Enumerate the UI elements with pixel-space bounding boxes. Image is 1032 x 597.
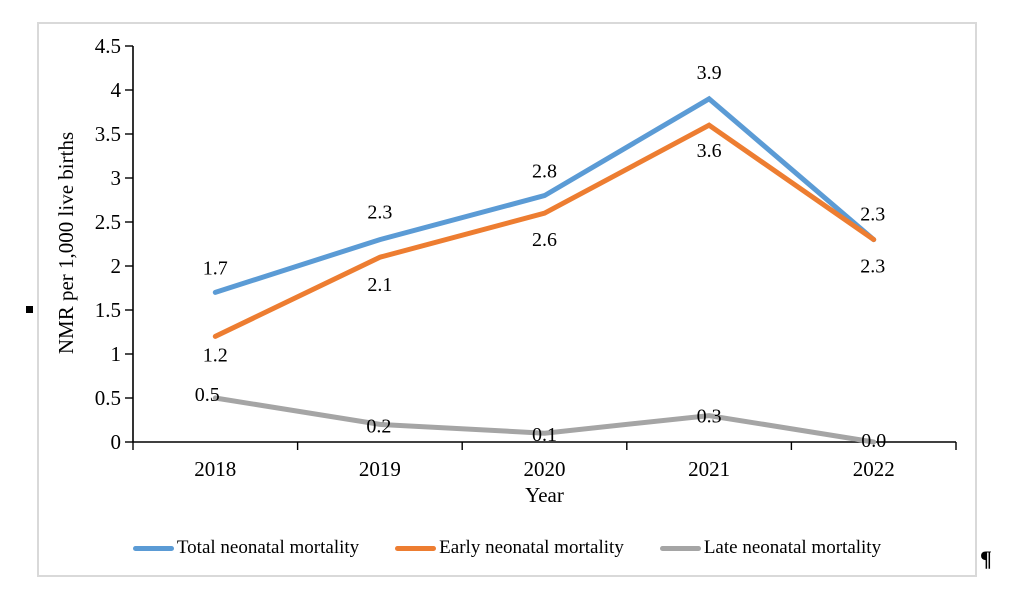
x-axis-category-label: 2021 — [688, 457, 730, 481]
data-label: 2.8 — [532, 161, 557, 183]
legend-item: Total neonatal mortality — [132, 537, 360, 559]
data-label: 2.1 — [367, 274, 392, 296]
data-label: 3.6 — [697, 140, 722, 162]
line-chart: 0 0.5 1 1.5 2 2.5 3 3.5 4 4.5 2018 2019 2020 2021 2022… — [54, 34, 957, 507]
legend-label: Early neonatal mortality — [439, 537, 624, 558]
object-anchor-icon — [26, 306, 33, 313]
data-label: 1.2 — [203, 344, 228, 366]
legend-label: Total neonatal mortality — [176, 537, 360, 558]
data-label: 0.1 — [532, 424, 557, 446]
legend-line-swatch — [395, 545, 437, 551]
legend-item: Early neonatal mortality — [395, 537, 624, 559]
data-label: 0.2 — [366, 415, 391, 437]
y-axis-tick-label: 4.5 — [95, 34, 121, 58]
legend-line-swatch — [132, 545, 174, 551]
chart-object[interactable]: 0 0.5 1 1.5 2 2.5 3 3.5 4 4.5 2018 2019 2020 2021 2022… — [37, 22, 977, 577]
y-axis-tick-label: 3.5 — [95, 122, 121, 146]
legend-line-swatch — [659, 545, 701, 551]
x-axis-category-label: 2020 — [524, 457, 566, 481]
paragraph-mark: ¶ — [980, 546, 992, 571]
y-axis-title: NMR per 1,000 live births — [54, 132, 78, 354]
y-axis-tick-label: 1 — [111, 342, 122, 366]
y-axis-tick-label: 2.5 — [95, 210, 121, 234]
y-axis-tick-label: 0.5 — [95, 386, 121, 410]
x-axis-category-label: 2022 — [853, 457, 895, 481]
data-label: 0.3 — [697, 406, 722, 428]
series-line — [212, 95, 877, 295]
x-axis-category-label: 2019 — [359, 457, 401, 481]
x-axis-category-label: 2018 — [194, 457, 236, 481]
y-axis-tick-label: 3 — [111, 166, 122, 190]
legend-item: Late neonatal mortality — [659, 537, 882, 559]
data-label: 2.3 — [367, 202, 392, 224]
legend-label: Late neonatal mortality — [703, 537, 882, 558]
y-axis-tick-label: 0 — [111, 430, 122, 454]
y-axis-tick-label: 1.5 — [95, 298, 121, 322]
series-line — [212, 395, 877, 445]
data-label: 2.3 — [860, 204, 885, 226]
data-label: 1.7 — [203, 257, 228, 279]
series-line — [212, 122, 877, 339]
data-label: 0.0 — [861, 430, 886, 452]
data-label: 3.9 — [697, 62, 722, 84]
chart-legend: Total neonatal mortality Early neonatal m… — [39, 534, 975, 562]
data-label: 2.6 — [532, 229, 557, 251]
y-axis-tick-label: 2 — [111, 254, 122, 278]
y-axis-tick-label: 4 — [111, 78, 122, 102]
data-label: 2.3 — [860, 256, 885, 278]
x-axis-title: Year — [525, 483, 564, 507]
data-label: 0.5 — [195, 384, 220, 406]
